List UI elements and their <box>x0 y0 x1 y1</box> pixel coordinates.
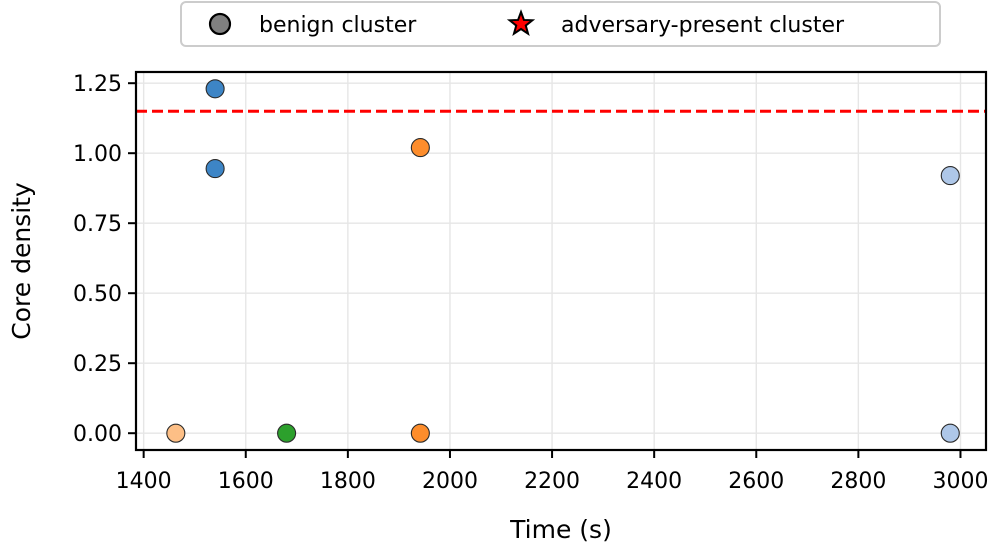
x-axis-label: Time (s) <box>509 515 612 544</box>
data-point <box>940 423 960 443</box>
legend-box <box>180 1 941 47</box>
data-point <box>205 79 225 99</box>
y-tick-label: 1.00 <box>73 142 122 167</box>
y-tick-label: 0.00 <box>73 422 122 447</box>
data-point <box>277 423 297 443</box>
plot-frame <box>134 70 988 452</box>
x-tick-label: 3000 <box>932 469 988 494</box>
y-axis-ticks: 0.00 0.25 0.50 0.75 1.00 1.25 <box>73 72 136 447</box>
y-tick-label: 1.25 <box>73 72 122 97</box>
data-point <box>166 423 186 443</box>
legend-label-benign-cluster: benign cluster <box>259 13 417 38</box>
y-tick-label: 0.50 <box>73 282 122 307</box>
x-tick-label: 1800 <box>320 469 376 494</box>
x-tick-label: 2000 <box>422 469 478 494</box>
data-point <box>940 166 960 186</box>
legend-label-adversary-present-cluster: adversary-present cluster <box>561 13 845 38</box>
data-points <box>166 79 960 443</box>
legend-marker-adversary-present-cluster <box>506 9 536 37</box>
legend: benign cluster adversary-present cluster <box>180 1 941 47</box>
data-point <box>205 159 225 179</box>
x-axis-ticks: 1400 1600 1800 2000 2200 2400 2600 2800 3000 <box>116 450 988 494</box>
x-tick-label: 2600 <box>728 469 784 494</box>
x-tick-label: 2200 <box>524 469 580 494</box>
y-tick-label: 0.75 <box>73 212 122 237</box>
x-tick-label: 1400 <box>116 469 172 494</box>
data-point <box>410 138 430 158</box>
grid <box>136 72 986 450</box>
y-tick-label: 0.25 <box>73 352 122 377</box>
data-point <box>410 423 430 443</box>
x-tick-label: 2400 <box>626 469 682 494</box>
x-tick-label: 2800 <box>830 469 886 494</box>
x-tick-label: 1600 <box>218 469 274 494</box>
y-axis-label: Core density <box>7 182 36 340</box>
legend-marker-benign-cluster <box>208 12 232 36</box>
